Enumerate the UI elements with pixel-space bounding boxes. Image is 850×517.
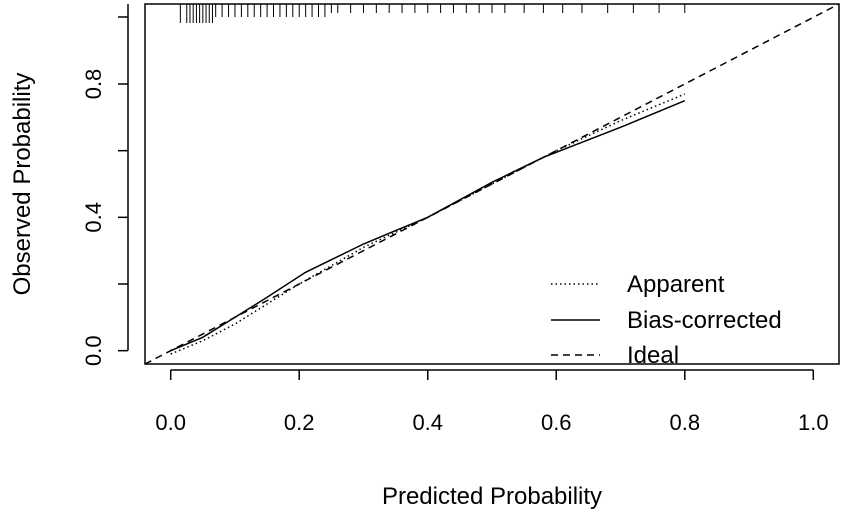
rug-marks [179, 4, 686, 23]
y-tick-label: 0.0 [81, 335, 106, 366]
x-tick-label: 0.0 [155, 410, 186, 435]
legend-label-bias-corrected: Bias-corrected [627, 307, 782, 334]
legend: Apparent Bias-corrected Ideal [551, 271, 782, 369]
legend-label-apparent: Apparent [627, 271, 725, 298]
series-line-bias-corrected [170, 100, 686, 352]
x-tick-label: 0.2 [284, 410, 315, 435]
x-tick-label: 0.8 [669, 410, 700, 435]
x-tick-label: 1.0 [798, 410, 829, 435]
y-tick-label: 0.4 [81, 202, 106, 233]
x-tick-label: 0.6 [541, 410, 572, 435]
x-axis-title: Predicted Probability [382, 483, 602, 510]
legend-label-ideal: Ideal [627, 342, 679, 369]
y-axis: 0.0 0.4 0.8 [81, 4, 129, 366]
series-lines [144, 3, 840, 365]
x-axis: 0.0 0.2 0.4 0.6 0.8 1.0 [155, 369, 829, 435]
y-axis-title: Observed Probability [9, 73, 36, 296]
series-line-ideal [144, 3, 840, 365]
x-tick-label: 0.4 [412, 410, 443, 435]
y-tick-label: 0.8 [81, 69, 106, 100]
